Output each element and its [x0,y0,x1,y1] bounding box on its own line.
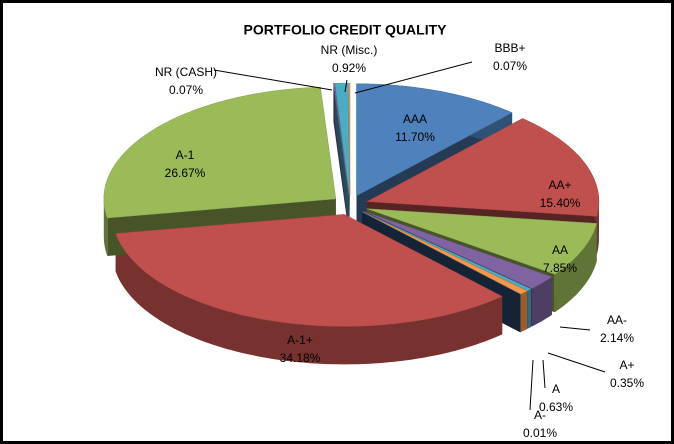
value-label: 7.85% [543,261,577,275]
leader-line [529,359,534,411]
slice [356,83,513,197]
slice-label: A [552,382,560,396]
value-label: 0.07% [169,83,203,97]
value-label: 0.01% [523,426,557,440]
slice-label: AA- [607,313,627,327]
chart-title: PORTFOLIO CREDIT QUALITY [244,22,448,38]
slice [363,211,553,289]
value-label: 11.70% [395,130,435,144]
value-label: 0.92% [332,61,366,75]
leader-line [547,352,606,373]
slice [115,214,503,327]
slice-label: A+ [619,358,634,372]
slice [366,118,600,217]
slice-label: NR (Misc.) [321,43,378,57]
slice-label: AA [552,243,568,257]
value-label: 0.63% [539,400,573,414]
value-label: 2.14% [600,331,634,345]
slice [362,211,532,292]
pie-tops [103,82,600,327]
slice-label: AA+ [548,178,571,192]
slice-side [554,223,597,313]
slice-label: NR (CASH) [155,65,217,79]
slice-side [520,291,528,333]
leader-line [344,79,348,93]
slice [334,82,350,196]
slice [366,208,598,275]
value-label: 15.40% [540,196,581,210]
value-label: 26.67% [165,166,206,180]
slice-side [115,233,503,365]
slice [348,82,351,196]
slice [103,86,337,219]
slice-label: AAA [403,112,427,126]
slice-label: BBB+ [494,41,525,55]
slice [362,212,521,295]
labels: AAA11.70%AA+15.40%AA7.85%AA-2.14%A+0.35%… [155,41,644,440]
leader-line [213,69,333,91]
slice-label: A-1+ [287,333,313,347]
slice [333,83,350,196]
slice-side [532,276,552,327]
leader-line [559,326,591,331]
slice-label: A-1 [176,148,195,162]
value-label: 34.18% [280,351,321,365]
slice-side [527,289,532,329]
value-label: 0.07% [493,59,527,73]
leader-line [542,359,546,389]
leader-line [354,61,473,94]
value-label: 0.35% [610,376,644,390]
slice-side [103,198,108,256]
slice-label: A- [534,408,546,422]
